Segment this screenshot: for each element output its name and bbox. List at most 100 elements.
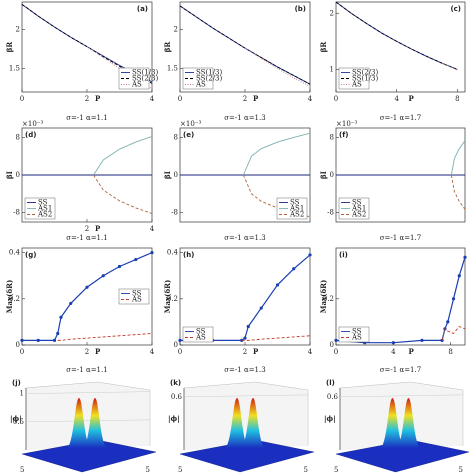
legend-box [118,288,150,305]
panel-title: σ=-1 α=1.1 [66,114,107,122]
x-tick-label: 5 [334,466,338,474]
y-axis-label: βR [319,42,328,53]
legend-box [24,197,56,220]
x-tick-label: 4 [391,348,396,356]
y-tick-label: 0 [16,341,20,349]
y-tick-label: 0.2 [167,295,178,303]
panel-title: σ=-1 α=1.3 [224,114,265,122]
series-line [335,1,458,70]
legend-label: AS1 [351,205,366,213]
data-point [440,338,444,342]
x-axis-label: P [409,94,415,103]
x-tick-label: 0 [20,95,24,103]
series-line [450,174,466,210]
y-tick-label: 5 [459,466,463,474]
y-tick-label: 2 [174,25,178,33]
legend-label: SS(1/3) [132,69,158,77]
y-axis-label: βR [163,42,172,53]
panel-title: σ=-1 α=1.7 [380,366,421,374]
y-tick-label: 0.4 [167,249,179,257]
legend-box [338,326,370,343]
legend-label: SS [290,199,300,207]
data-point [85,285,89,289]
legend-label: AS [351,81,362,89]
x-tick-label: 2 [85,95,89,103]
surface-peak [67,398,91,448]
x-tick-label: 4 [150,225,155,233]
x-tick-label: 8 [448,348,452,356]
legend-label: AS2 [289,211,304,219]
surface-peak [380,398,405,448]
legend-label: AS [195,81,206,89]
panel-label: (j) [12,379,21,387]
series-line [241,335,311,341]
x-axis-label: P [409,347,415,356]
y-tick-label: 0 [174,171,178,179]
legend-label: SS(2/3) [196,75,222,83]
data-point [334,338,338,342]
surface-peak [83,398,107,448]
y-tick-label: 1.5 [167,65,178,73]
y-axis-label: βR [5,42,14,53]
y-multiplier: ×10⁻³ [180,120,201,128]
data-point [446,320,450,324]
data-point [69,301,73,306]
legend-label: SS(1/3) [352,75,378,83]
x-tick-label: 0 [20,348,24,356]
series-line [442,62,458,71]
data-point [52,338,57,342]
z-tick-label: 0.6 [327,393,339,401]
panel-label: (l) [326,379,335,387]
series-line [335,1,458,70]
y-axis-label: Max(δR) [163,280,172,314]
legend-label: AS2 [37,211,52,219]
y-tick-label: -8 [327,209,334,217]
grid-line [339,394,464,398]
z-tick-label: 1 [20,390,24,398]
z-tick-label: 0.6 [171,393,183,401]
y-tick-label: 8 [174,133,178,141]
series-line [242,132,311,176]
data-point [391,341,395,345]
x-axis-label: P [253,347,259,356]
panel-title: σ=-1 α=1.1 [66,234,107,242]
panel-title: σ=-1 α=1.3 [224,366,265,374]
x-tick-label: 0 [334,95,338,103]
x-axis-label: P [253,94,259,103]
plot-frame [335,1,466,93]
legend-label: SS [132,290,142,298]
panel-label: (b) [295,5,306,13]
panel-title: σ=-1 α=1.7 [380,234,421,242]
data-point [451,297,456,301]
y-tick-label: 0 [330,341,334,349]
y-tick-label: 2 [330,9,334,17]
panel-title: σ=-1 α=1.7 [380,114,421,122]
series-line [450,140,466,176]
x-tick-label: 4 [308,348,313,356]
z-axis-label: |ϕ| [10,414,22,423]
y-axis-label: Max(δR) [5,280,14,314]
x-tick-label: 0 [178,348,182,356]
surface-peak [396,398,421,448]
x-tick-label: 4 [394,95,399,103]
panel-label: (d) [25,131,36,139]
panel-label: (e) [183,131,194,139]
legend-box [182,67,214,90]
y-tick-label: 0.2 [323,295,334,303]
data-point [56,331,60,336]
y-axis-label: βI [163,171,172,179]
z-axis-label: |ϕ| [168,414,180,423]
data-point [20,338,24,342]
x-tick-label: 4 [308,95,313,103]
y-axis-label: βI [319,171,328,179]
x-axis-label: P [95,347,101,356]
series-line [441,325,466,341]
panel-label: (c) [450,5,461,13]
data-point [308,253,312,257]
grid-line [183,394,309,398]
panel-label: (g) [25,251,36,259]
y-multiplier: ×10⁻³ [22,120,43,128]
x-tick-label: 2 [243,348,247,356]
legend-label: AS1 [37,205,52,213]
series-line [93,136,153,176]
